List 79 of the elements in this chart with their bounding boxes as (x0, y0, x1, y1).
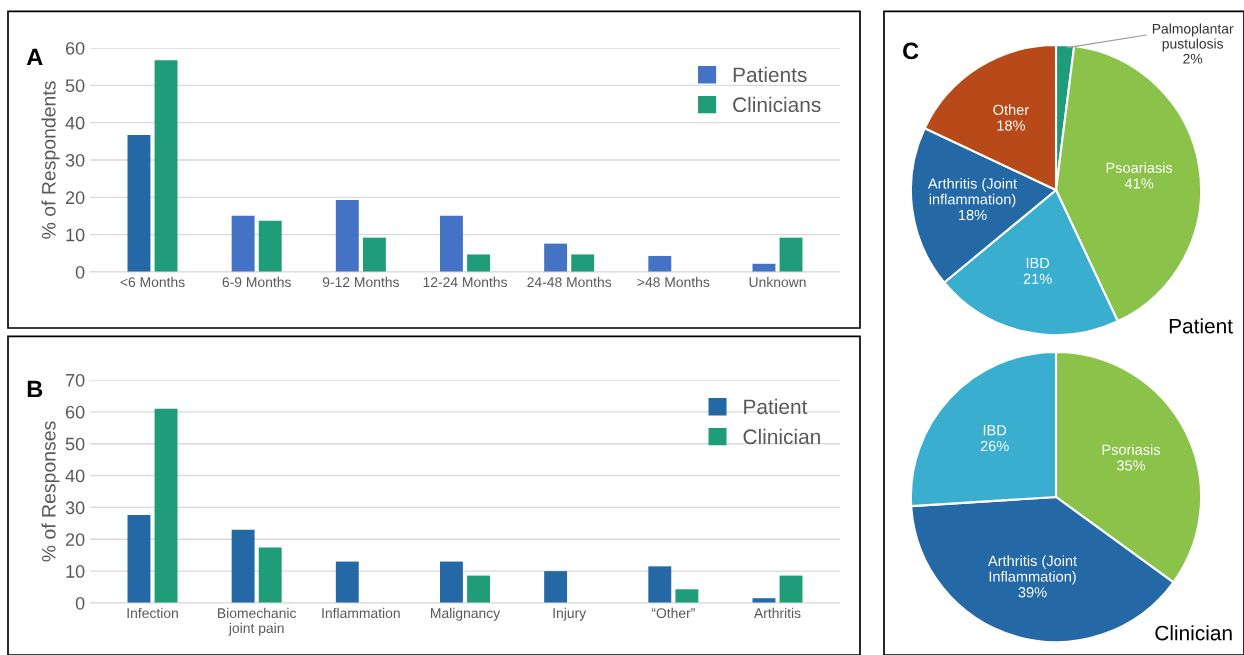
bar (258, 547, 282, 603)
y-tick-label: 20 (65, 191, 85, 205)
slice-label: Other (993, 104, 1029, 115)
bar (154, 60, 178, 272)
bar (127, 515, 151, 603)
slice-label: Arthritis (Joint Inflammation) (987, 555, 1077, 585)
y-tick-label: 30 (65, 501, 85, 515)
y-axis-title: % of Respondents (41, 81, 60, 239)
text: Clinician (1155, 625, 1232, 641)
y-tick-label: 60 (65, 41, 85, 55)
bar (779, 575, 803, 603)
x-tick-label: <6 Months (120, 276, 185, 288)
bar (335, 199, 359, 272)
text: C (903, 42, 919, 60)
data-label: 39% (1018, 587, 1047, 598)
y-tick-label: 30 (65, 153, 85, 167)
bar (648, 566, 672, 603)
data-label: 41% (1124, 178, 1154, 189)
bar (231, 215, 255, 272)
y-tick-label: 10 (66, 565, 85, 578)
y-tick-label: 60 (65, 405, 85, 419)
bar (544, 243, 568, 272)
x-tick-label: “Other” (651, 607, 695, 619)
x-tick-label: 9-12 Months (322, 276, 399, 288)
slice-label: Arthritis (Joint inflammation) (927, 178, 1017, 208)
bar (335, 561, 359, 603)
y-tick-label: 50 (65, 437, 85, 451)
text: Patient (1169, 318, 1233, 334)
x-tick-label: Unknown (749, 276, 806, 288)
legend-label: Patient (744, 398, 808, 415)
slice-label: IBD (983, 425, 1007, 436)
legend-label: Clinicians (733, 96, 821, 113)
bar (440, 561, 463, 603)
legend-label: Clinician (743, 428, 820, 445)
bar (362, 237, 386, 272)
slice-label: Psoriasis (1102, 444, 1161, 455)
y-tick-label: 0 (75, 596, 85, 610)
x-tick-label: 12-24 Months (423, 276, 507, 288)
x-tick-label: Injury (553, 607, 587, 621)
y-tick-label: 40 (65, 116, 85, 130)
y-tick-label: 0 (75, 265, 85, 279)
y-tick-label: 20 (65, 533, 85, 547)
x-tick-label: Arthritis (753, 607, 801, 619)
data-label: 18% (959, 209, 987, 221)
bar (544, 571, 568, 603)
data-label: 18% (997, 120, 1025, 131)
bar (467, 575, 490, 603)
bar (258, 220, 282, 272)
bar (571, 254, 595, 272)
x-tick-label: Malignancy (431, 607, 501, 621)
data-label: 21% (1023, 273, 1052, 284)
x-tick-label: 6-9 Months (222, 276, 291, 288)
bar (779, 237, 803, 272)
y-tick-label: 70 (65, 373, 85, 387)
bar (440, 215, 463, 272)
data-label: 35% (1116, 460, 1146, 471)
slice-label: IBD (1026, 258, 1050, 269)
bar (648, 255, 672, 272)
text: B (27, 380, 43, 398)
slice-label: Palmoplantar pustulosis (1152, 23, 1234, 52)
x-tick-label: >48 Months (637, 276, 710, 288)
bar (231, 529, 255, 603)
bar (127, 134, 151, 272)
slice-label: Psoariasis (1106, 162, 1173, 173)
bar (154, 408, 178, 603)
data-label: 26% (980, 440, 1009, 452)
y-tick-label: 10 (66, 228, 85, 242)
y-tick-label: 50 (65, 79, 85, 93)
x-tick-label: Infection (127, 607, 178, 619)
x-tick-label: Biomechanic joint pain (218, 607, 297, 636)
y-tick-label: 40 (65, 469, 85, 483)
x-tick-label: 24-48 Months (527, 276, 612, 288)
legend-label: Patients (733, 66, 807, 83)
y-axis-title: % of Responses (41, 421, 60, 562)
text: A (26, 48, 43, 66)
bar (675, 589, 699, 603)
bar (467, 254, 490, 272)
data-label: 2% (1183, 53, 1203, 64)
x-tick-label: Inflammation (322, 607, 400, 619)
